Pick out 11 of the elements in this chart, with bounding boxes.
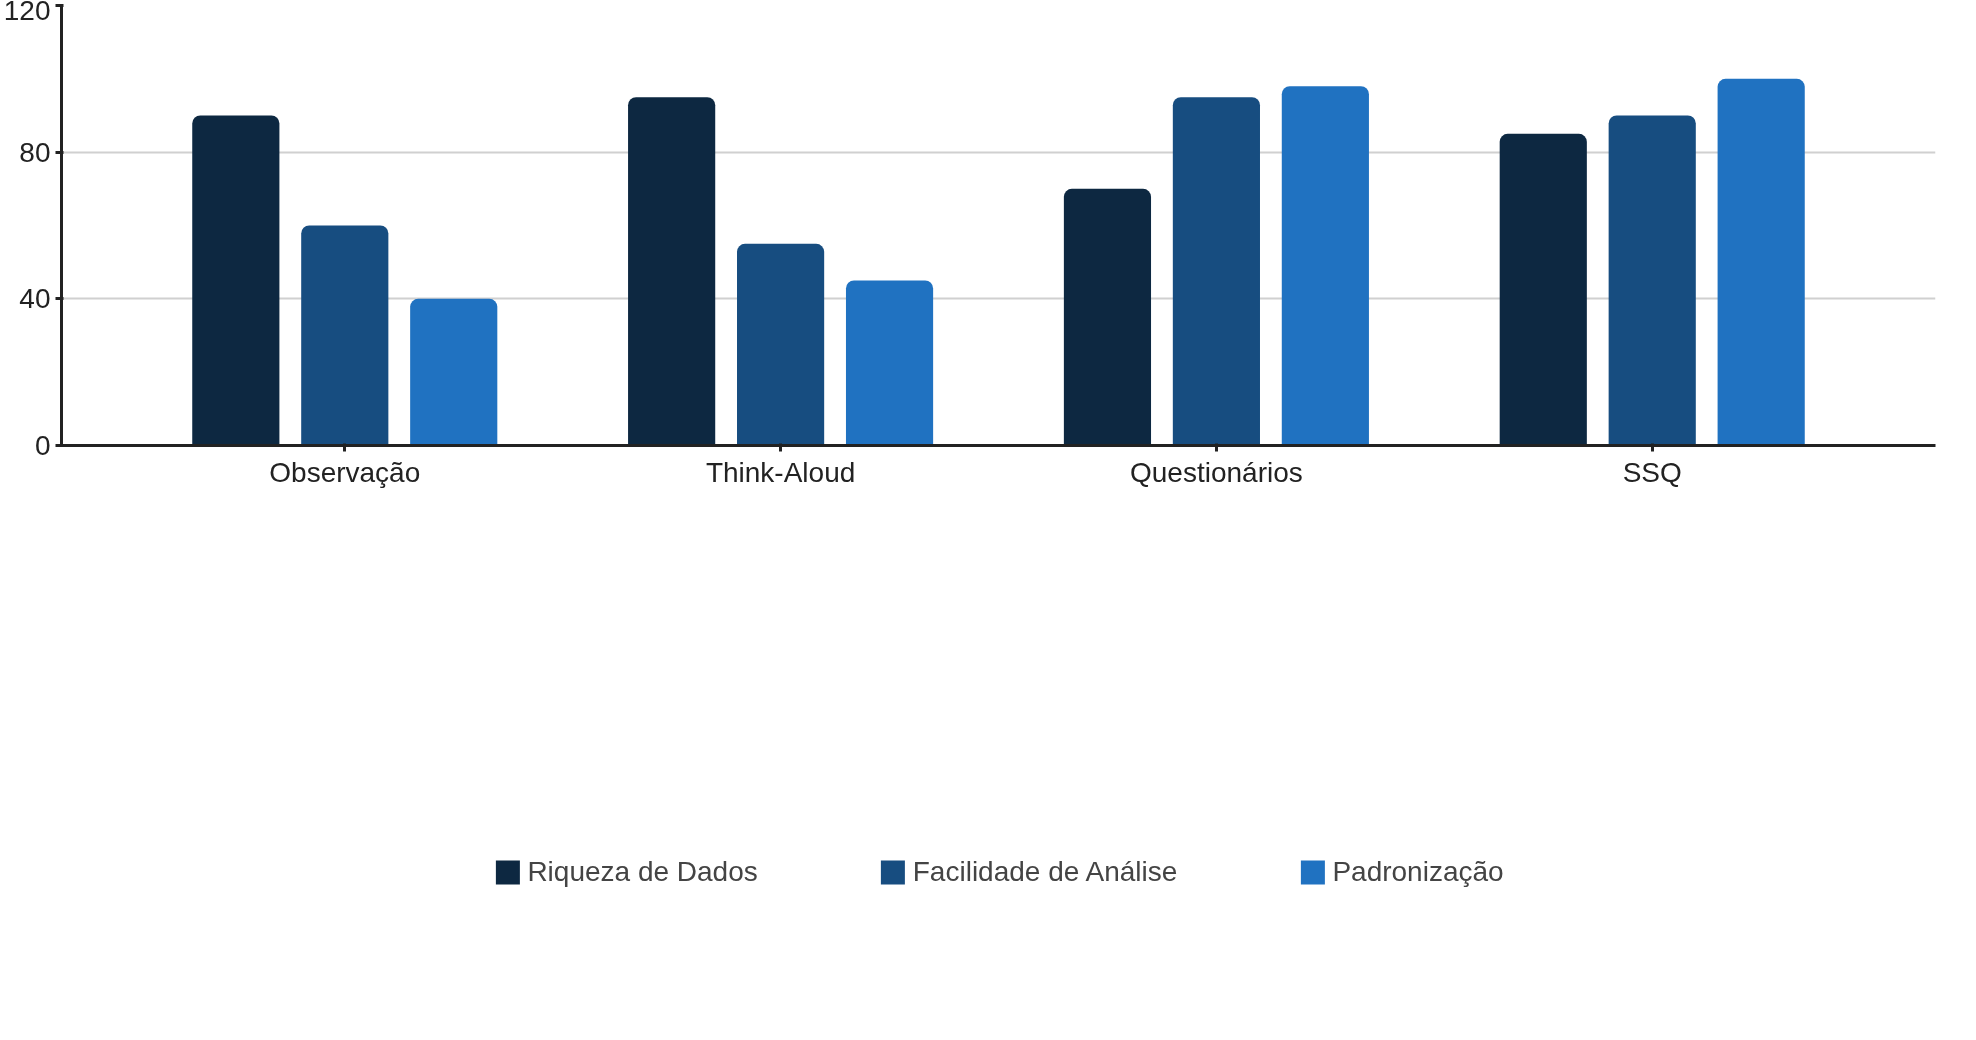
legend-label: Padronização — [1332, 856, 1504, 888]
y-tick-label: 120 — [3, 0, 51, 26]
y-tick-label: 80 — [19, 136, 51, 168]
legend-label: Facilidade de Análise — [912, 856, 1178, 888]
x-tick-label: Think-Aloud — [705, 456, 856, 488]
legend-label: Riqueza de Dados — [527, 856, 758, 888]
y-tick-label: 0 — [34, 430, 51, 461]
y-tick-label: 40 — [19, 283, 51, 315]
x-tick-label: Observação — [269, 456, 421, 488]
x-tick-label: SSQ — [1622, 456, 1682, 488]
x-tick-label: Questionários — [1130, 456, 1303, 488]
